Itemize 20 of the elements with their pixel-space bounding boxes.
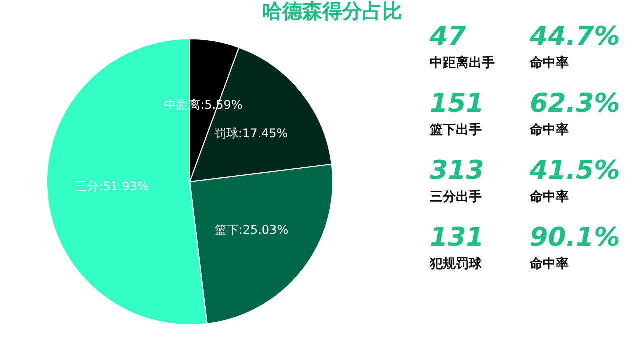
chart-title: 哈德森得分占比 bbox=[262, 0, 403, 23]
text: 犯规罚球 bbox=[429, 256, 483, 272]
text: 命中率 bbox=[529, 189, 569, 205]
text: 命中率 bbox=[529, 256, 569, 272]
text: 命中率 bbox=[529, 55, 569, 71]
text: 47 bbox=[429, 22, 468, 52]
slice-label: 罚球:17.45% bbox=[214, 126, 288, 140]
text: 90.1% bbox=[530, 223, 620, 253]
slice-label: 篮下:25.03% bbox=[214, 223, 289, 238]
text: 命中率 bbox=[529, 122, 569, 138]
text: 篮下出手 bbox=[429, 122, 482, 138]
text: 151 bbox=[430, 89, 484, 119]
text: 313 bbox=[430, 156, 484, 186]
text: 62.3% bbox=[530, 89, 620, 119]
text: 131 bbox=[430, 223, 484, 253]
text: 41.5% bbox=[529, 156, 620, 186]
text: 三分出手 bbox=[430, 189, 482, 205]
text: 44.7% bbox=[529, 22, 620, 52]
text: 中距离出手 bbox=[430, 55, 495, 71]
slice-label: 三分:51.93% bbox=[74, 180, 149, 194]
